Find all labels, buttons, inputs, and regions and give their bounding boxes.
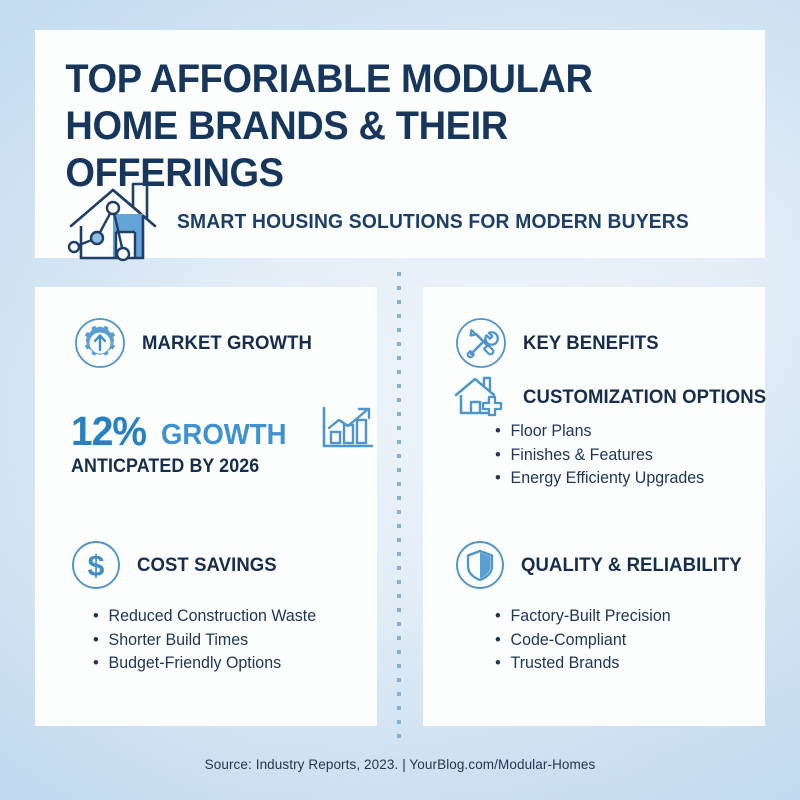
bullet-list-cost-savings: Reduced Construction Waste Shorter Build…: [93, 604, 323, 676]
section-market-growth: MARKET GROWTH: [74, 317, 321, 369]
section-key-benefits: KEY BENEFITS: [455, 317, 666, 369]
list-item: Finishes & Features: [495, 443, 704, 468]
list-item: Code-Compliant: [495, 628, 671, 653]
bar-chart-growth-icon: [320, 405, 376, 452]
section-label-cost-savings: COST SAVINGS: [137, 553, 277, 576]
section-label-market-growth: MARKET GROWTH: [142, 331, 313, 354]
shield-icon: [455, 540, 505, 590]
section-label-key-benefits: KEY BENEFITS: [523, 331, 659, 354]
list-item: Shorter Build Times: [93, 628, 316, 653]
right-panel: KEY BENEFITS CUSTOMIZATION OPTIONS Floor…: [423, 287, 766, 726]
stat-block-growth: 12% GROWTH ANTICPATED BY 2026: [71, 405, 376, 478]
gear-up-arrow-icon: [74, 317, 126, 369]
left-panel: MARKET GROWTH 12% GROWTH ANTIC: [35, 287, 377, 726]
list-item: Floor Plans: [495, 419, 704, 444]
section-customization-options: CUSTOMIZATION OPTIONS: [453, 375, 779, 419]
list-item: Factory-Built Precision: [495, 604, 671, 629]
svg-text:$: $: [88, 550, 105, 583]
list-item: Reduced Construction Waste: [93, 604, 316, 629]
dollar-sign-icon: $: [71, 540, 121, 590]
tools-icon: [455, 317, 507, 369]
bullet-list-quality: Factory-Built Precision Code-Compliant T…: [495, 604, 676, 676]
column-divider: [397, 272, 401, 740]
list-item: Trusted Brands: [495, 651, 671, 676]
section-label-customization-options: CUSTOMIZATION OPTIONS: [523, 385, 767, 408]
list-item: Energy Efficienty Upgrades: [495, 466, 704, 491]
section-cost-savings: $ COST SAVINGS: [71, 540, 284, 590]
stat-number: 12%: [71, 408, 147, 454]
header-card: TOP AFFORIABLE MODULAR HOME BRANDS & THE…: [35, 30, 765, 262]
stat-word: GROWTH: [161, 419, 287, 451]
subtitle-row: SMART HOUSING SOLUTIONS FOR MODERN BUYER…: [67, 180, 722, 264]
page-subtitle: SMART HOUSING SOLUTIONS FOR MODERN BUYER…: [177, 210, 689, 233]
list-item: Budget-Friendly Options: [93, 651, 316, 676]
house-chart-icon: [67, 180, 159, 264]
stat-subtext: ANTICPATED BY 2026: [71, 456, 260, 477]
bullet-list-customization: Floor Plans Finishes & Features Energy E…: [495, 419, 711, 491]
house-plus-icon: [453, 375, 507, 419]
footer-source: Source: Industry Reports, 2023. | YourBl…: [204, 757, 596, 772]
section-label-quality-reliability: QUALITY & RELIABILITY: [521, 553, 742, 576]
stat-row: 12% GROWTH: [71, 405, 376, 452]
section-quality-reliability: QUALITY & RELIABILITY: [455, 540, 754, 590]
page-title: TOP AFFORIABLE MODULAR HOME BRANDS & THE…: [65, 57, 593, 195]
